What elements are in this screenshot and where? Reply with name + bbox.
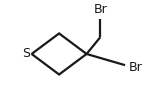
Text: Br: Br	[93, 3, 107, 16]
Text: S: S	[22, 47, 30, 60]
Text: Br: Br	[129, 60, 143, 74]
